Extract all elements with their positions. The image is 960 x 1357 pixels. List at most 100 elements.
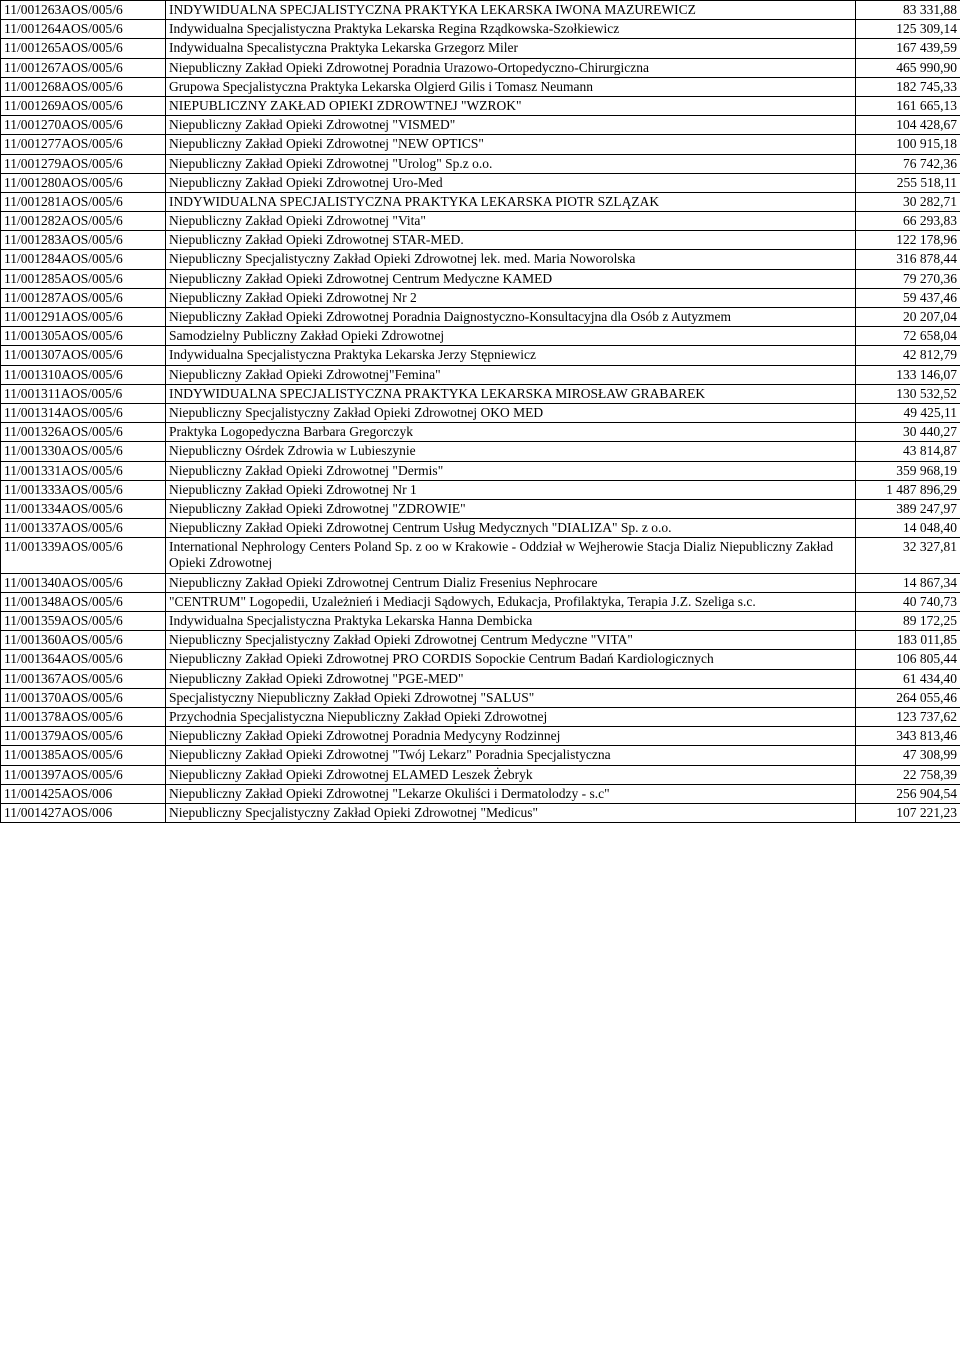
row-description: Niepubliczny Specjalistyczny Zakład Opie… [166, 250, 856, 269]
row-id: 11/001326AOS/005/6 [1, 423, 166, 442]
row-id: 11/001287AOS/005/6 [1, 288, 166, 307]
row-amount: 133 146,07 [856, 365, 960, 384]
table-row: 11/001279AOS/005/6Niepubliczny Zakład Op… [1, 154, 960, 173]
row-description: Niepubliczny Zakład Opieki Zdrowotnej "L… [166, 784, 856, 803]
row-amount: 106 805,44 [856, 650, 960, 669]
row-description: Niepubliczny Zakład Opieki Zdrowotnej "V… [166, 212, 856, 231]
row-description: Niepubliczny Zakład Opieki Zdrowotnej PR… [166, 650, 856, 669]
row-id: 11/001378AOS/005/6 [1, 707, 166, 726]
row-amount: 14 048,40 [856, 519, 960, 538]
row-id: 11/001425AOS/006 [1, 784, 166, 803]
row-amount: 167 439,59 [856, 39, 960, 58]
row-amount: 389 247,97 [856, 499, 960, 518]
table-row: 11/001287AOS/005/6Niepubliczny Zakład Op… [1, 288, 960, 307]
row-description: Indywidualna Specjalistyczna Praktyka Le… [166, 612, 856, 631]
row-amount: 100 915,18 [856, 135, 960, 154]
row-description: Niepubliczny Zakład Opieki Zdrowotnej Nr… [166, 288, 856, 307]
row-description: Niepubliczny Zakład Opieki Zdrowotnej Po… [166, 308, 856, 327]
table-row: 11/001339AOS/005/6International Nephrolo… [1, 538, 960, 573]
row-id: 11/001270AOS/005/6 [1, 116, 166, 135]
row-id: 11/001263AOS/005/6 [1, 1, 166, 20]
row-description: Niepubliczny Specjalistyczny Zakład Opie… [166, 631, 856, 650]
row-amount: 40 740,73 [856, 592, 960, 611]
row-id: 11/001360AOS/005/6 [1, 631, 166, 650]
row-amount: 161 665,13 [856, 96, 960, 115]
row-description: Niepubliczny Zakład Opieki Zdrowotnej EL… [166, 765, 856, 784]
table-row: 11/001326AOS/005/6Praktyka Logopedyczna … [1, 423, 960, 442]
row-description: NIEPUBLICZNY ZAKŁAD OPIEKI ZDROWTNEJ "WZ… [166, 96, 856, 115]
row-id: 11/001265AOS/005/6 [1, 39, 166, 58]
row-id: 11/001359AOS/005/6 [1, 612, 166, 631]
table-row: 11/001282AOS/005/6Niepubliczny Zakład Op… [1, 212, 960, 231]
table-row: 11/001337AOS/005/6Niepubliczny Zakład Op… [1, 519, 960, 538]
row-amount: 30 440,27 [856, 423, 960, 442]
row-id: 11/001264AOS/005/6 [1, 20, 166, 39]
row-description: Niepubliczny Zakład Opieki Zdrowotnej "N… [166, 135, 856, 154]
table-row: 11/001264AOS/005/6Indywidualna Specjalis… [1, 20, 960, 39]
row-amount: 43 814,87 [856, 442, 960, 461]
row-id: 11/001282AOS/005/6 [1, 212, 166, 231]
row-amount: 79 270,36 [856, 269, 960, 288]
row-description: Niepubliczny Specjalistyczny Zakład Opie… [166, 403, 856, 422]
row-description: International Nephrology Centers Poland … [166, 538, 856, 573]
row-description: Niepubliczny Zakład Opieki Zdrowotnej ST… [166, 231, 856, 250]
row-description: Indywidualna Specjalistyczna Praktyka Le… [166, 346, 856, 365]
row-amount: 14 867,34 [856, 573, 960, 592]
table-row: 11/001340AOS/005/6Niepubliczny Zakład Op… [1, 573, 960, 592]
row-id: 11/001284AOS/005/6 [1, 250, 166, 269]
row-id: 11/001348AOS/005/6 [1, 592, 166, 611]
row-id: 11/001268AOS/005/6 [1, 77, 166, 96]
row-amount: 76 742,36 [856, 154, 960, 173]
row-id: 11/001370AOS/005/6 [1, 688, 166, 707]
row-description: Niepubliczny Zakład Opieki Zdrowotnej "T… [166, 746, 856, 765]
row-amount: 72 658,04 [856, 327, 960, 346]
table-row: 11/001277AOS/005/6Niepubliczny Zakład Op… [1, 135, 960, 154]
row-id: 11/001279AOS/005/6 [1, 154, 166, 173]
table-row: 11/001284AOS/005/6Niepubliczny Specjalis… [1, 250, 960, 269]
row-amount: 30 282,71 [856, 192, 960, 211]
row-description: Niepubliczny Ośrdek Zdrowia w Lubieszyni… [166, 442, 856, 461]
table-row: 11/001359AOS/005/6Indywidualna Specjalis… [1, 612, 960, 631]
row-description: Niepubliczny Zakład Opieki Zdrowotnej Ur… [166, 173, 856, 192]
row-description: Niepubliczny Zakład Opieki Zdrowotnej "D… [166, 461, 856, 480]
row-description: Niepubliczny Zakład Opieki Zdrowotnej"Fe… [166, 365, 856, 384]
row-id: 11/001379AOS/005/6 [1, 727, 166, 746]
table-row: 11/001269AOS/005/6NIEPUBLICZNY ZAKŁAD OP… [1, 96, 960, 115]
table-row: 11/001263AOS/005/6INDYWIDUALNA SPECJALIS… [1, 1, 960, 20]
row-amount: 255 518,11 [856, 173, 960, 192]
row-amount: 359 968,19 [856, 461, 960, 480]
row-description: Niepubliczny Zakład Opieki Zdrowotnej Ce… [166, 519, 856, 538]
row-description: Niepubliczny Specjalistyczny Zakład Opie… [166, 803, 856, 822]
row-amount: 59 437,46 [856, 288, 960, 307]
row-id: 11/001397AOS/005/6 [1, 765, 166, 784]
table-row: 11/001330AOS/005/6Niepubliczny Ośrdek Zd… [1, 442, 960, 461]
table-body: 11/001263AOS/005/6 INDYWIDUALNA SPECJALIS… [1, 1, 960, 823]
row-id: 11/001367AOS/005/6 [1, 669, 166, 688]
row-id: 11/001305AOS/005/6 [1, 327, 166, 346]
row-id: 11/001310AOS/005/6 [1, 365, 166, 384]
table-row: 11/001334AOS/005/6Niepubliczny Zakład Op… [1, 499, 960, 518]
table-row: 11/001427AOS/006Niepubliczny Specjalisty… [1, 803, 960, 822]
row-amount: 264 055,46 [856, 688, 960, 707]
table-row: 11/001331AOS/005/6Niepubliczny Zakład Op… [1, 461, 960, 480]
row-id: 11/001267AOS/005/6 [1, 58, 166, 77]
row-description: Grupowa Specjalistyczna Praktyka Lekarsk… [166, 77, 856, 96]
row-description: INDYWIDUALNA SPECJALISTYCZNA PRAKTYKA LE… [166, 192, 856, 211]
table-row: 11/001311AOS/005/6INDYWIDUALNA SPECJALIS… [1, 384, 960, 403]
row-amount: 89 172,25 [856, 612, 960, 631]
table-row: 11/001310AOS/005/6Niepubliczny Zakład Op… [1, 365, 960, 384]
row-amount: 49 425,11 [856, 403, 960, 422]
row-id: 11/001285AOS/005/6 [1, 269, 166, 288]
table-row: 11/001267AOS/005/6Niepubliczny Zakład Op… [1, 58, 960, 77]
row-id: 11/001269AOS/005/6 [1, 96, 166, 115]
table-row: 11/001280AOS/005/6Niepubliczny Zakład Op… [1, 173, 960, 192]
row-amount: 182 745,33 [856, 77, 960, 96]
row-id: 11/001385AOS/005/6 [1, 746, 166, 765]
table-row: 11/001397AOS/005/6Niepubliczny Zakład Op… [1, 765, 960, 784]
table-row: 11/001265AOS/005/6Indywidualna Specalist… [1, 39, 960, 58]
row-amount: 66 293,83 [856, 212, 960, 231]
table-row: 11/001285AOS/005/6Niepubliczny Zakład Op… [1, 269, 960, 288]
row-amount: 1 487 896,29 [856, 480, 960, 499]
row-description: Specjalistyczny Niepubliczny Zakład Opie… [166, 688, 856, 707]
table-row: 11/001367AOS/005/6Niepubliczny Zakład Op… [1, 669, 960, 688]
